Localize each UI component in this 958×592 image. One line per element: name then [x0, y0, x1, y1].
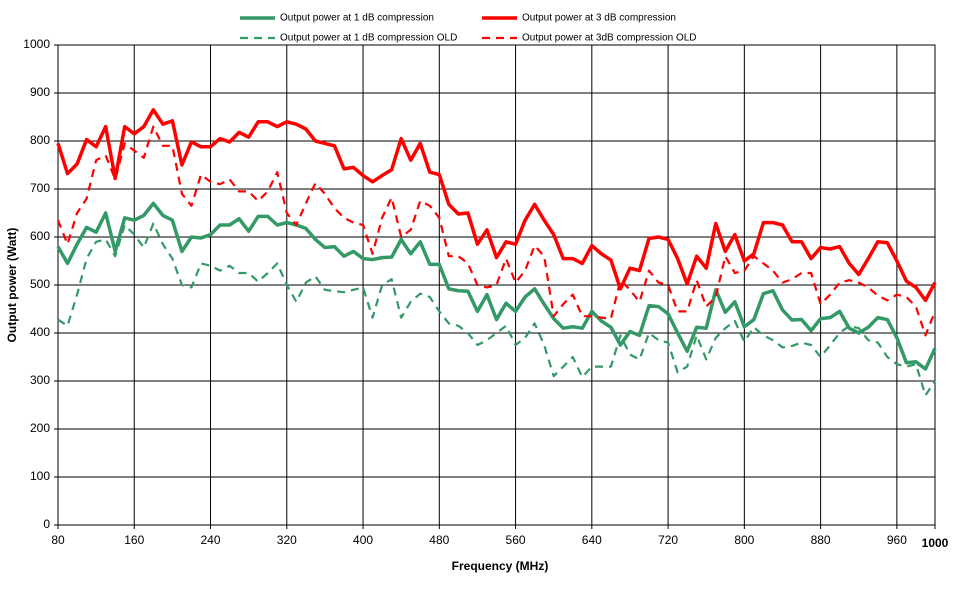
legend-label: Output power at 3dB compression OLD	[522, 33, 697, 44]
x-axis-label: Frequency (MHz)	[452, 559, 549, 573]
y-tick-label: 0	[43, 517, 50, 531]
x-tick-label: 1000	[922, 536, 949, 550]
x-tick-label: 240	[201, 533, 221, 547]
x-tick-label: 80	[51, 533, 65, 547]
legend-label: Output power at 1 dB compression OLD	[280, 33, 457, 44]
y-tick-label: 800	[30, 133, 50, 147]
y-tick-label: 300	[30, 373, 50, 387]
y-tick-label: 200	[30, 421, 50, 435]
x-tick-label: 160	[124, 533, 144, 547]
x-tick-label: 640	[582, 533, 602, 547]
y-tick-label: 1000	[23, 37, 50, 51]
series-line	[56, 201, 937, 371]
y-tick-label: 600	[30, 229, 50, 243]
x-tick-label: 880	[811, 533, 831, 547]
x-tick-label: 480	[429, 533, 449, 547]
x-tick-label: 560	[506, 533, 526, 547]
y-axis-label: Output power (Watt)	[5, 228, 19, 343]
legend-label: Output power at 3 dB compression	[522, 13, 676, 24]
x-tick-label: 320	[277, 533, 297, 547]
y-tick-label: 400	[30, 325, 50, 339]
x-tick-label: 720	[658, 533, 678, 547]
y-tick-label: 900	[30, 85, 50, 99]
x-tick-label: 960	[887, 533, 907, 547]
series-line	[56, 108, 937, 303]
y-tick-label: 500	[30, 277, 50, 291]
series-line	[56, 125, 937, 337]
legend-label: Output power at 1 dB compression	[280, 13, 434, 24]
y-tick-label: 100	[30, 469, 50, 483]
y-tick-label: 700	[30, 181, 50, 195]
x-tick-label: 400	[353, 533, 373, 547]
x-tick-label: 800	[734, 533, 754, 547]
series-line	[57, 222, 936, 397]
